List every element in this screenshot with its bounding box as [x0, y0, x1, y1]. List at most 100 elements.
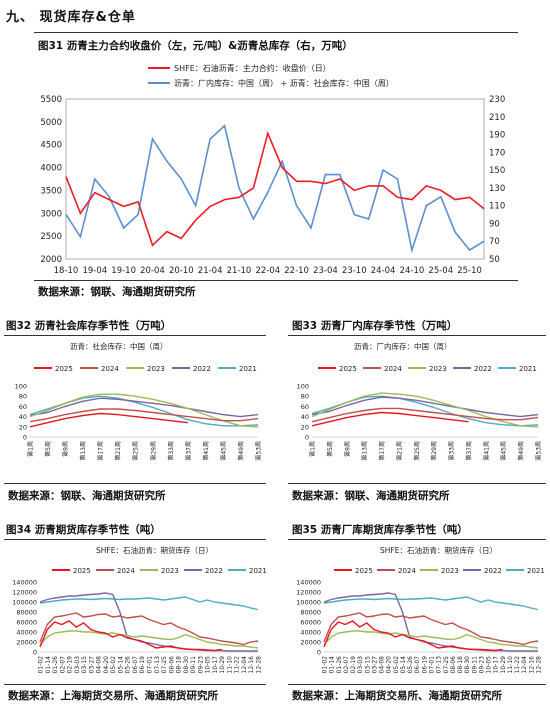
f35-xtick: 01-14 — [329, 656, 336, 674]
f35-legend-label-2023: 2023 — [441, 567, 459, 575]
f35-ytick: 0 — [317, 649, 321, 657]
f34-xtick: 08-30 — [183, 656, 190, 674]
f35-ytick: 100000 — [296, 599, 321, 607]
fig32-top-rule — [4, 335, 266, 336]
f33-xtick: 第1周 — [309, 441, 317, 457]
f32-xtick: 第9周 — [62, 441, 70, 457]
fig31-title: 图31 沥青主力合约收盘价（左，元/吨）&沥青总库存（右，万吨） — [38, 40, 353, 52]
f35-xtick: 02-07 — [343, 656, 350, 674]
fig33-bottom-rule — [288, 483, 546, 484]
f34-xtick: 03-03 — [74, 656, 81, 674]
f33-xtick: 第45周 — [500, 441, 508, 461]
fig31-bottom-rule — [34, 280, 518, 281]
f35-xtick: 09-11 — [471, 656, 478, 674]
f31-ytick-right: 230 — [489, 95, 505, 105]
f33-xtick: 第25周 — [413, 441, 421, 461]
f35-xtick: 07-01 — [429, 656, 436, 674]
f34-ytick: 100000 — [12, 599, 37, 607]
f35-xtick: 06-19 — [421, 656, 428, 674]
f31-series-total-inventory — [65, 124, 485, 254]
f31-ytick-right: 130 — [489, 184, 505, 194]
f33-xtick: 第13周 — [361, 441, 369, 461]
f34-xtick: 05-14 — [117, 656, 124, 674]
f33-xtick: 第49周 — [517, 441, 525, 461]
fig34-source: 数据来源：上海期货交易所、海通期货研究所 — [8, 690, 218, 702]
f33-ytick: 20 — [301, 423, 309, 431]
f31-ytick-left: 5500 — [40, 95, 62, 105]
f35-xtick: 05-02 — [393, 656, 400, 674]
f32-xtick: 第21周 — [114, 441, 122, 461]
f35-series-2021 — [323, 596, 539, 611]
fig35-chart: SHFE：石油沥青：期货库存（日） 2025 2024 2023 2022 2021 0 20… — [296, 545, 545, 674]
f34-legend-label-2025: 2025 — [73, 567, 91, 575]
f31-ytick-right: 90 — [489, 219, 500, 229]
f31-xtick: 20-10 — [169, 266, 194, 276]
f34-xtick: 11-10 — [226, 656, 233, 674]
f34-xtick: 01-02 — [38, 656, 45, 674]
f35-xtick: 03-27 — [371, 656, 378, 674]
f33-ytick: 0 — [305, 434, 309, 442]
fig33-source: 数据来源：钢联、海通期货研究所 — [292, 490, 450, 502]
f35-xtick: 12-16 — [528, 656, 535, 674]
fig34-top-rule — [4, 539, 266, 540]
fig33-chart: 沥青：厂内库存：中国（周） 2025 2024 2023 2022 2021 0 20 40 60… — [297, 341, 543, 461]
f31-ytick-left: 4000 — [40, 164, 62, 174]
f32-xtick: 第49周 — [237, 441, 245, 461]
f32-xtick: 第37周 — [184, 441, 192, 461]
f32-legend-label-2021: 2021 — [239, 365, 257, 373]
f31-ytick-right: 50 — [489, 255, 500, 265]
f32-legend-label-2023: 2023 — [147, 365, 165, 373]
f32-ytick: 20 — [19, 423, 27, 431]
f31-ytick-right: 210 — [489, 113, 505, 123]
f34-xtick: 07-25 — [161, 656, 168, 674]
f31-ytick-left: 2500 — [40, 232, 62, 242]
f31-xtick: 24-10 — [400, 266, 425, 276]
f32-series-2024 — [29, 408, 259, 423]
fig34-bottom-rule — [4, 684, 266, 685]
f35-xtick: 10-05 — [486, 656, 493, 674]
f32-legend-label-2024: 2024 — [101, 365, 119, 373]
f34-xtick: 10-05 — [205, 656, 212, 674]
f35-legend-label-2022: 2022 — [484, 567, 502, 575]
f33-legend-label-2024: 2024 — [384, 365, 402, 373]
f31-ytick-left: 2000 — [40, 255, 62, 265]
f31-plot-frame — [65, 98, 485, 260]
fig31-top-rule — [34, 32, 518, 33]
f34-xtick: 08-06 — [168, 656, 175, 674]
f33-xtick: 第53周 — [535, 441, 543, 461]
f35-ytick: 80000 — [300, 609, 321, 617]
f35-xtick: 05-14 — [400, 656, 407, 674]
f35-xtick: 03-15 — [364, 656, 371, 674]
f31-xtick: 22-10 — [284, 266, 309, 276]
f34-ytick: 140000 — [12, 579, 37, 587]
f33-xtick: 第21周 — [395, 441, 403, 461]
f32-xtick: 第53周 — [255, 441, 263, 461]
f32-xtick: 第25周 — [132, 441, 140, 461]
f35-xtick: 06-07 — [414, 656, 421, 674]
f35-legend-label-2024: 2024 — [398, 567, 416, 575]
f33-xtick: 第5周 — [326, 441, 334, 457]
f34-series-2024 — [39, 612, 259, 646]
f35-xtick: 02-19 — [350, 656, 357, 674]
f34-series-2021 — [39, 596, 259, 611]
f33-series-2023 — [311, 392, 539, 428]
f32-series-2023 — [29, 393, 259, 428]
f35-xtick: 08-30 — [464, 656, 471, 674]
f34-subtitle: SHFE：石油沥青：期货库存（日） — [96, 545, 213, 555]
f34-legend-label-2022: 2022 — [205, 567, 223, 575]
f34-xtick: 07-01 — [147, 656, 154, 674]
f31-ytick-right: 110 — [489, 202, 505, 212]
section-title: 九、 现货库存&仓单 — [6, 10, 136, 25]
f35-xtick: 04-20 — [386, 656, 393, 674]
fig35-bottom-rule — [288, 684, 546, 685]
fig31-source: 数据来源：钢联、海通期货研究所 — [38, 286, 196, 298]
f33-ytick: 40 — [301, 413, 309, 421]
f34-series-2023 — [39, 630, 259, 649]
f35-xtick: 03-03 — [357, 656, 364, 674]
f33-series-2022 — [311, 396, 539, 418]
f35-xtick: 07-13 — [436, 656, 443, 674]
f34-xtick: 05-02 — [110, 656, 117, 674]
f32-subtitle: 沥青：社会库存：中国（周） — [70, 341, 168, 351]
f31-xtick: 23-04 — [313, 266, 338, 276]
f33-xtick: 第37周 — [465, 441, 473, 461]
